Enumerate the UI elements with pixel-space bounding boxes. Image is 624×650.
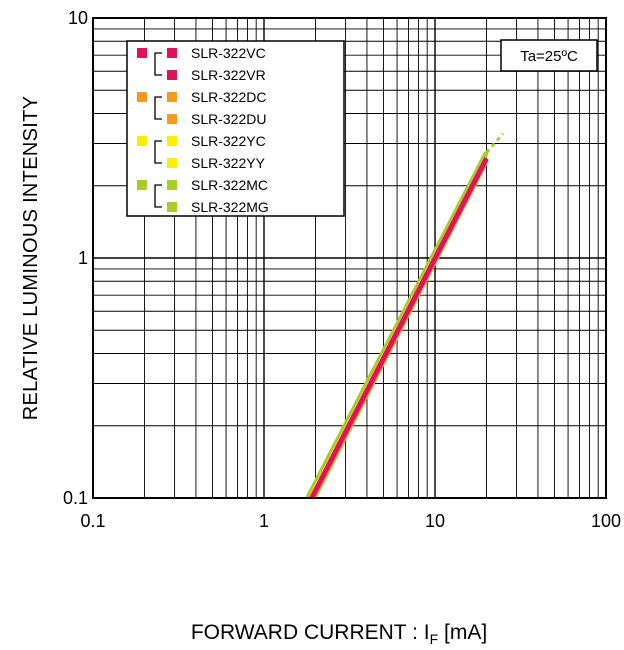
x-axis-label-unit: [mA] [438,621,487,644]
legend-label: SLR-322DU [191,111,266,127]
legend-swatch-group [137,180,147,190]
x-tick-label: 100 [591,511,621,531]
plot-frame [92,17,607,499]
legend-swatch [167,114,177,124]
legend-swatch [167,48,177,58]
y-tick-label: 10 [68,8,88,28]
legend-label: SLR-322DC [191,89,266,105]
legend-swatch [167,180,177,190]
legend-swatch-group [137,48,147,58]
series-lines [305,132,505,498]
legend-swatch-group [137,92,147,102]
x-tick-label: 0.1 [80,511,105,531]
legend-label: SLR-322YC [191,133,266,149]
legend-label: SLR-322MG [191,199,269,215]
ta-annotation: Ta=25ºC [520,48,578,65]
legend-swatch [167,70,177,80]
legend-label: SLR-322MC [191,177,268,193]
legend-swatch [167,136,177,146]
series-line [305,151,489,498]
y-tick-label: 1 [78,248,88,268]
series-line [309,157,489,498]
x-tick-label: 1 [259,511,269,531]
legend-swatch [167,92,177,102]
legend-swatch-group [137,136,147,146]
x-axis-label-sub: F [430,631,439,647]
legend-label: SLR-322VR [191,67,266,83]
legend-bracket [154,140,162,164]
legend-bracket [154,96,162,120]
y-axis-label: RELATIVE LUMINOUS INTENSITY [20,96,42,420]
legend-swatch [167,158,177,168]
ta-annotation-box: Ta=25ºC [500,39,598,72]
legend: SLR-322VC SLR-322VR SLR-322DC SLR-322DU SLR-… [126,40,345,217]
legend-label: SLR-322VC [191,45,266,61]
legend-label: SLR-322YY [191,155,266,171]
legend-box [126,40,345,217]
legend-bracket [154,184,162,208]
x-axis-label-main: FORWARD CURRENT : I [191,621,430,644]
legend-swatch [167,202,177,212]
y-tick-label: 0.1 [63,488,88,508]
x-axis-label: FORWARD CURRENT : IF [mA] [191,621,487,647]
x-tick-labels: 0.1 1 10 100 [80,511,621,531]
y-tick-labels: 0.1 1 10 [63,8,88,508]
x-tick-label: 10 [425,511,445,531]
legend-bracket [154,52,162,76]
